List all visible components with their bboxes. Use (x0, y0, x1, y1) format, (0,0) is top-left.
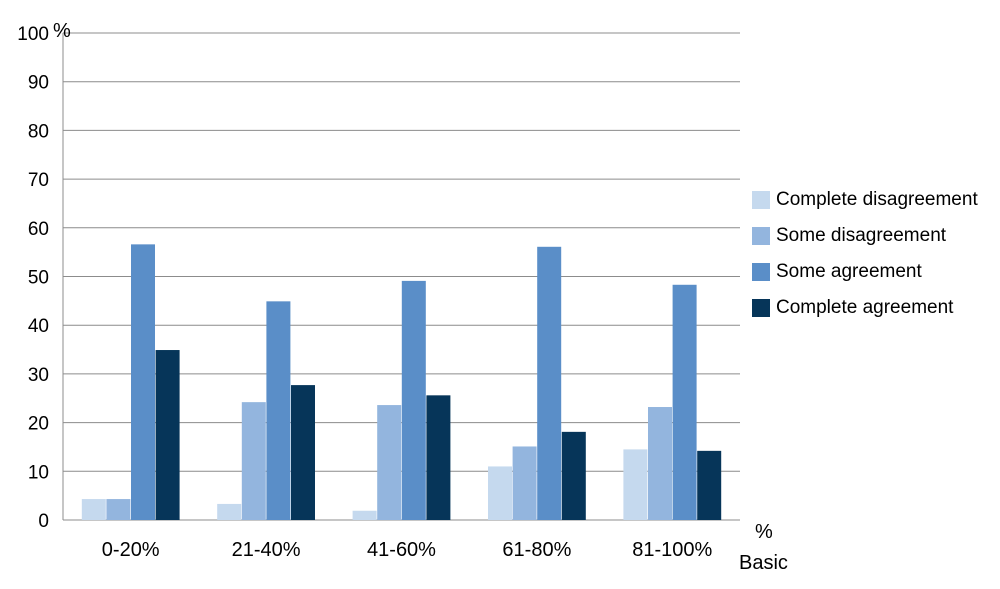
legend-item: Some disagreement (752, 218, 978, 254)
x-tick-label: 21-40% (232, 539, 301, 561)
bar-some-agreement-1 (266, 301, 291, 520)
y-tick-labels: 0 10 20 30 40 50 60 70 80 90 100 (17, 24, 49, 532)
y-tick-label: 10 (28, 462, 49, 483)
bar-complete-disagreement-4 (623, 449, 648, 520)
legend-swatch (752, 299, 770, 317)
x-tick-label: 0-20% (102, 539, 160, 561)
bars (81, 244, 722, 520)
y-tick-label: 30 (28, 365, 49, 386)
y-axis-label: % (53, 20, 71, 42)
x-axis-label-unit: % (755, 521, 773, 543)
legend-item: Some agreement (752, 254, 978, 290)
legend-label: Complete agreement (776, 297, 954, 318)
bar-complete-disagreement-2 (352, 510, 377, 520)
legend-item: Complete agreement (752, 290, 978, 326)
y-tick-label: 100 (17, 24, 49, 45)
bar-complete-agreement-4 (697, 450, 722, 520)
bar-some-agreement-2 (401, 280, 426, 520)
bar-complete-disagreement-0 (81, 499, 106, 520)
y-tick-label: 50 (28, 268, 49, 289)
bar-some-disagreement-0 (106, 499, 131, 520)
legend-label: Some disagreement (776, 225, 947, 246)
bar-complete-disagreement-3 (488, 466, 512, 520)
bar-some-disagreement-1 (241, 402, 266, 520)
bar-some-disagreement-3 (512, 446, 537, 520)
x-axis-label: Basic (739, 552, 788, 574)
bar-some-disagreement-4 (648, 407, 672, 520)
bar-complete-disagreement-1 (217, 503, 242, 520)
legend-swatch (752, 191, 770, 209)
bar-some-agreement-0 (131, 244, 155, 520)
legend-item: Complete disagreement (752, 182, 978, 218)
y-tick-label: 60 (28, 219, 49, 240)
x-tick-label: 81-100% (632, 539, 712, 561)
bar-some-disagreement-2 (377, 405, 402, 520)
bar-some-agreement-4 (672, 284, 697, 520)
bar-complete-agreement-0 (155, 350, 180, 520)
bar-complete-agreement-3 (561, 431, 586, 520)
y-tick-label: 90 (28, 73, 49, 94)
y-tick-label: 0 (38, 511, 49, 532)
x-tick-label: 61-80% (502, 539, 571, 561)
bar-some-agreement-3 (537, 246, 562, 520)
x-tick-label: 41-60% (367, 539, 436, 561)
y-tick-label: 20 (28, 414, 49, 435)
y-tick-label: 70 (28, 170, 49, 191)
y-tick-label: 80 (28, 121, 49, 142)
legend-label: Complete disagreement (776, 189, 978, 210)
legend-label: Some agreement (776, 261, 922, 282)
bar-complete-agreement-2 (426, 395, 451, 520)
legend-swatch (752, 263, 770, 281)
legend: Complete disagreement Some disagreement So… (752, 182, 978, 326)
y-tick-label: 40 (28, 316, 49, 337)
x-tick-labels: 0-20% 21-40% 41-60% 61-80% 81-100% (102, 539, 713, 561)
legend-swatch (752, 227, 770, 245)
bar-complete-agreement-1 (291, 385, 315, 520)
